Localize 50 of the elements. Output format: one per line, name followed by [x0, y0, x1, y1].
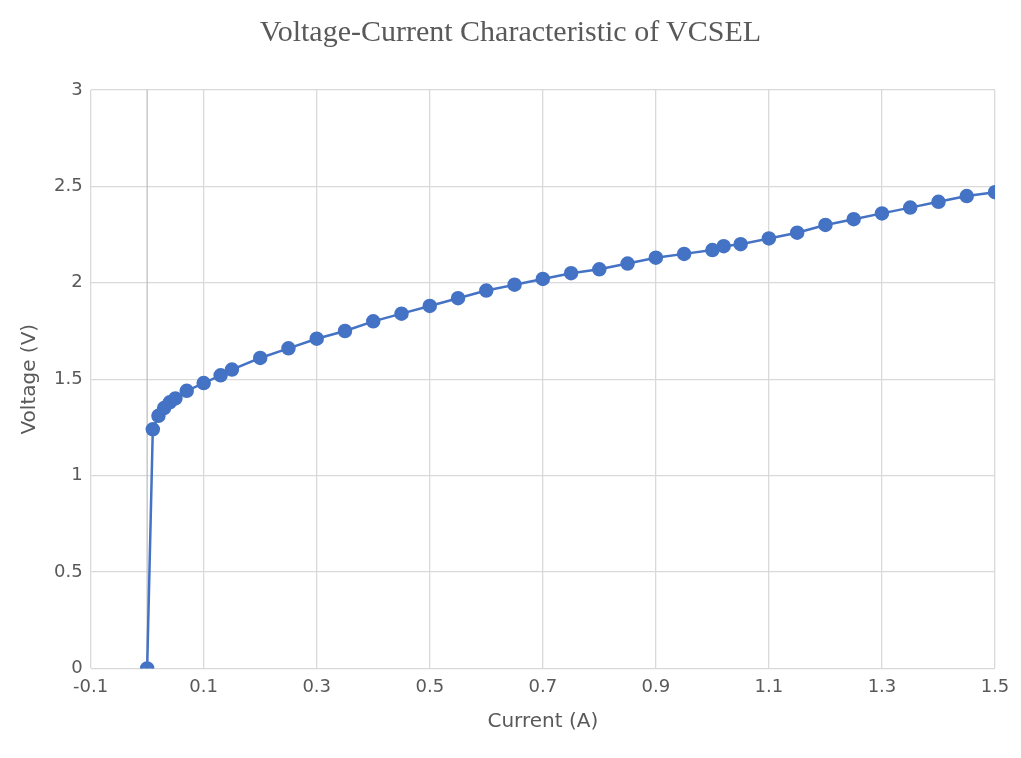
- x-tick-label: 0.7: [528, 674, 558, 696]
- point: [959, 188, 974, 204]
- point: [224, 362, 240, 377]
- point: [874, 206, 890, 221]
- point: [648, 250, 664, 265]
- point: [902, 200, 918, 215]
- y-tick-label: 2: [71, 270, 83, 292]
- point: [365, 314, 381, 329]
- point: [846, 211, 861, 227]
- point: [168, 391, 183, 406]
- point: [479, 283, 494, 298]
- point: [450, 290, 466, 306]
- y-tick-label: 1: [71, 463, 83, 485]
- point: [535, 271, 551, 287]
- point: [676, 246, 692, 262]
- y-axis-title: Voltage (V): [16, 323, 41, 435]
- x-tick-label: 0.5: [415, 674, 445, 696]
- point: [196, 375, 211, 391]
- y-tick-label: 0.5: [53, 559, 83, 581]
- x-tick-label: 0.9: [641, 674, 671, 696]
- point: [337, 323, 353, 339]
- point: [252, 350, 268, 366]
- point: [281, 341, 296, 356]
- y-tick-label: 1.5: [53, 366, 83, 388]
- point: [705, 242, 720, 258]
- x-tick-label: 1.1: [754, 674, 784, 696]
- point: [818, 217, 833, 233]
- point: [145, 422, 161, 437]
- point: [620, 256, 635, 271]
- point: [592, 262, 607, 277]
- x-tick-label: 0.3: [302, 674, 332, 696]
- point: [507, 277, 522, 292]
- point: [179, 383, 194, 399]
- point: [422, 298, 438, 314]
- x-tick-label: 0.1: [189, 674, 218, 696]
- point: [733, 236, 748, 252]
- point: [213, 368, 228, 383]
- x-tick-label: 1.5: [980, 674, 1010, 696]
- chart-title: Voltage-Current Characteristic of VCSEL: [258, 14, 763, 48]
- x-tick-label: 1.3: [867, 674, 897, 696]
- y-tick-label: 2.5: [53, 174, 83, 196]
- point: [761, 231, 777, 246]
- point: [716, 238, 731, 254]
- point: [563, 265, 579, 281]
- point: [931, 194, 946, 210]
- x-axis-title: Current (A): [487, 708, 599, 733]
- point: [309, 331, 324, 346]
- y-tick-label: 3: [71, 77, 83, 99]
- point: [394, 306, 409, 321]
- point: [789, 225, 805, 240]
